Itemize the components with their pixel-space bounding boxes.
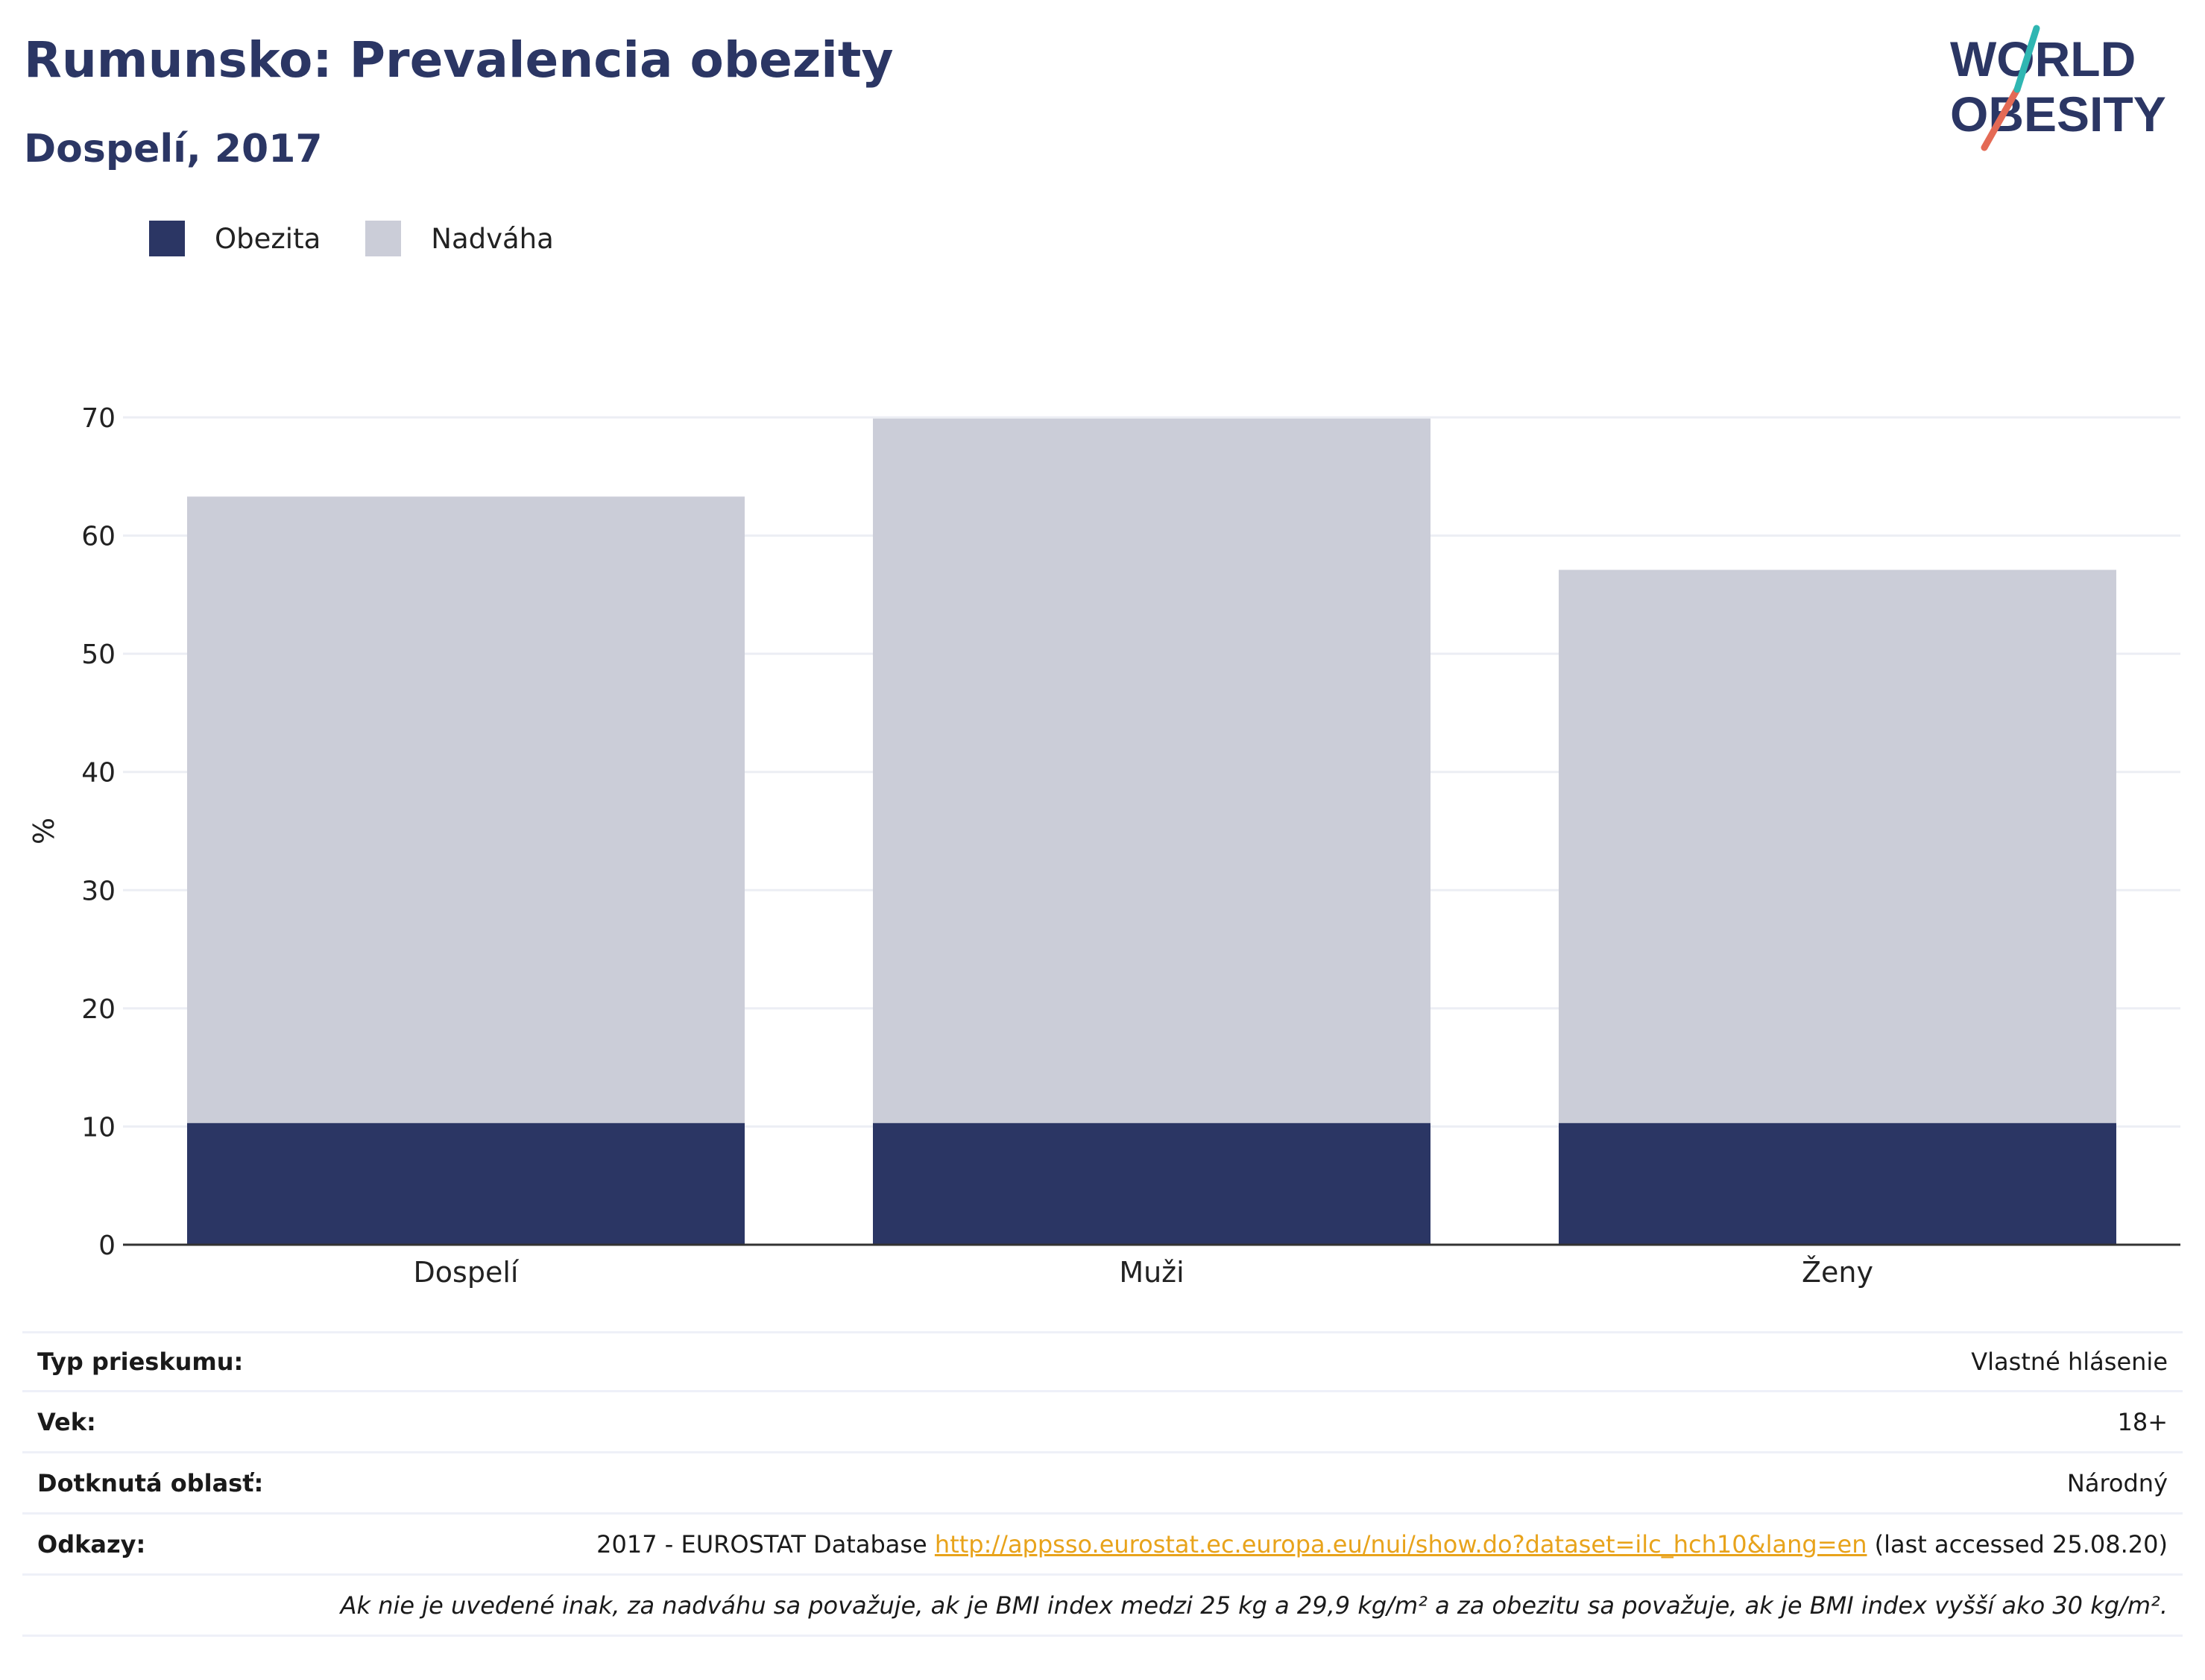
bar-overweight: [873, 418, 1430, 1123]
logo-line1: WORLD: [1950, 31, 2136, 86]
references-value: 2017 - EUROSTAT Database http://appsso.e…: [596, 1530, 2168, 1559]
stacked-bar-chart: 0 10 20 30 40 50 60 70% Dospelí Muži Ženy: [28, 403, 2180, 1289]
detail-key: Vek:: [37, 1407, 96, 1436]
bar-overweight: [1559, 569, 2116, 1123]
x-tick-label: Ženy: [1802, 1256, 1873, 1289]
footnote: Ak nie je uvedené inak, za nadváhu sa po…: [340, 1591, 2168, 1620]
chart-subtitle: Dospelí, 2017: [24, 127, 323, 171]
bar-overweight: [187, 496, 745, 1123]
logo-line2: OBESITY: [1950, 86, 2166, 142]
y-tick-label: 10: [81, 1112, 116, 1143]
y-tick-label: 40: [81, 758, 116, 789]
logo-slash-upper: [2013, 25, 2040, 93]
detail-value: Národný: [2066, 1468, 2168, 1497]
detail-value: 18+: [2117, 1407, 2168, 1436]
bar-obesity: [873, 1122, 1430, 1245]
footnote-row: Ak nie je uvedené inak, za nadváhu sa po…: [22, 1576, 2183, 1637]
y-tick-label: 20: [81, 994, 116, 1025]
detail-row-age: Vek: 18+: [22, 1392, 2183, 1453]
y-tick-label: 50: [81, 640, 116, 670]
references-link[interactable]: http://appsso.eurostat.ec.europa.eu/nui/…: [934, 1529, 1867, 1559]
detail-row-references: Odkazy: 2017 - EUROSTAT Database http://…: [22, 1515, 2183, 1576]
detail-value: Vlastné hlásenie: [1971, 1348, 2168, 1376]
y-tick-label: 70: [81, 403, 116, 434]
references-key: Odkazy:: [37, 1529, 146, 1559]
legend-label-obesity: Obezita: [215, 222, 321, 255]
details-table: Typ prieskumu: Vlastné hlásenie Vek: 18+…: [22, 1331, 2183, 1637]
bar-obesity: [187, 1122, 745, 1245]
chart-title: Rumunsko: Prevalencia obezity: [24, 31, 894, 89]
y-tick-label: 60: [81, 522, 116, 552]
y-tick-label: 30: [81, 876, 116, 906]
x-tick-label: Muži: [1119, 1256, 1184, 1289]
chart-legend: Obezita Nadváha: [149, 221, 599, 256]
references-prefix: 2017 - EUROSTAT Database: [596, 1529, 935, 1559]
detail-row-area: Dotknutá oblasť: Národný: [22, 1453, 2183, 1515]
logo-slash-lower: [1981, 86, 2021, 151]
legend-label-overweight: Nadváha: [431, 222, 554, 255]
references-suffix: (last accessed 25.08.20): [1867, 1529, 2168, 1559]
bar-obesity: [1559, 1122, 2116, 1245]
legend-swatch-obesity: [149, 221, 185, 256]
x-tick-label: Dospelí: [414, 1256, 520, 1289]
legend-item-obesity[interactable]: Obezita: [149, 221, 321, 256]
detail-key: Dotknutá oblasť:: [37, 1468, 264, 1497]
world-obesity-logo: WORLD OBESITY: [1950, 25, 2166, 151]
y-tick-label: 0: [98, 1231, 116, 1261]
legend-item-overweight[interactable]: Nadváha: [365, 221, 554, 256]
legend-swatch-overweight: [365, 221, 402, 256]
detail-row-survey-type: Typ prieskumu: Vlastné hlásenie: [22, 1331, 2183, 1392]
detail-key: Typ prieskumu:: [37, 1348, 244, 1376]
y-axis-label: %: [28, 818, 60, 844]
